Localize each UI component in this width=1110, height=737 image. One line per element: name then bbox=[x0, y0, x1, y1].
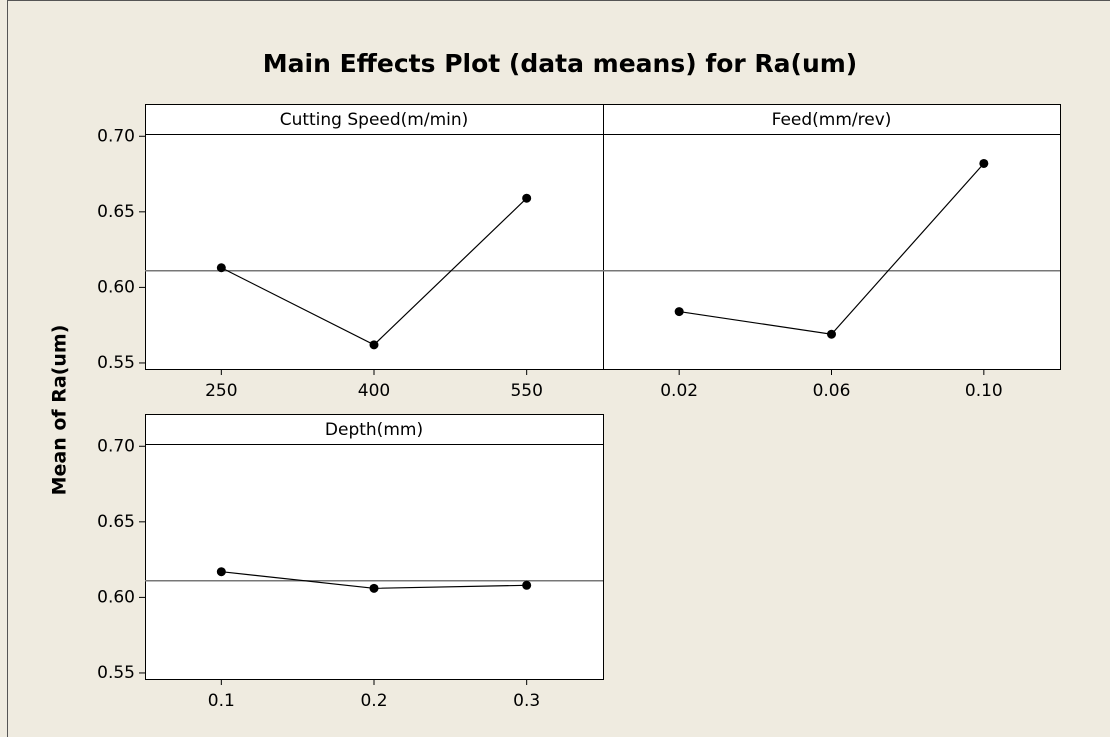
y-tick-label: 0.60 bbox=[97, 587, 135, 607]
y-tick-label: 0.60 bbox=[97, 277, 135, 297]
x-tick-label: 0.06 bbox=[813, 381, 851, 401]
point bbox=[369, 583, 379, 593]
point bbox=[674, 307, 684, 317]
x-tick-label: 250 bbox=[205, 381, 237, 401]
x-tick-label: 0.3 bbox=[513, 691, 540, 711]
y-tick-label: 0.55 bbox=[97, 663, 135, 683]
point bbox=[522, 193, 532, 203]
point bbox=[979, 158, 989, 168]
point bbox=[369, 340, 379, 350]
panel bbox=[145, 104, 604, 370]
point bbox=[827, 329, 836, 339]
x-tick-label: 0.2 bbox=[360, 691, 387, 711]
x-tick-label: 400 bbox=[358, 381, 390, 401]
x-tick-label: 0.10 bbox=[965, 381, 1003, 401]
y-tick-label: 0.65 bbox=[97, 512, 135, 532]
x-tick-label: 550 bbox=[510, 381, 542, 401]
panel-title: Feed(mm/rev) bbox=[772, 110, 892, 130]
point bbox=[216, 567, 226, 577]
y-axis-label: Mean of Ra(um) bbox=[49, 325, 71, 496]
y-tick-label: 0.55 bbox=[97, 353, 135, 373]
point bbox=[522, 580, 532, 590]
y-tick-label: 0.70 bbox=[97, 126, 135, 146]
panel bbox=[145, 414, 604, 680]
x-tick-label: 0.1 bbox=[208, 691, 235, 711]
panel-title: Depth(mm) bbox=[325, 420, 423, 440]
y-tick-label: 0.70 bbox=[97, 436, 135, 456]
panel bbox=[603, 104, 1061, 370]
point bbox=[216, 263, 226, 273]
x-tick-label: 0.02 bbox=[660, 381, 698, 401]
panel-title: Cutting Speed(m/min) bbox=[280, 110, 469, 130]
chart-title: Main Effects Plot (data means) for Ra(um… bbox=[263, 49, 857, 78]
y-tick-label: 0.65 bbox=[97, 202, 135, 222]
